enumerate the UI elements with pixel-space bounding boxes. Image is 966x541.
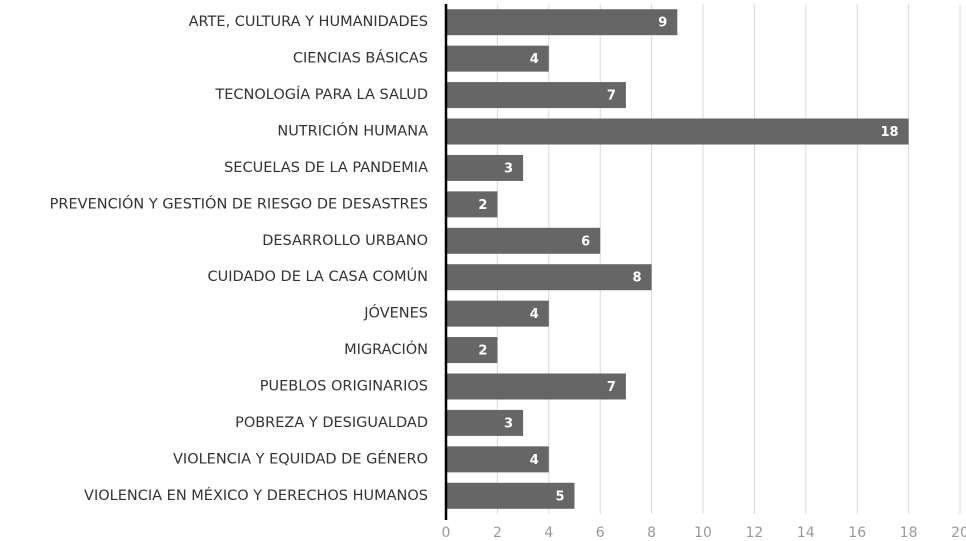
bar: [446, 82, 626, 109]
data-label: 4: [530, 52, 539, 67]
y-tick-label: VIOLENCIA Y EQUIDAD DE GÉNERO: [173, 450, 428, 467]
data-label: 3: [504, 161, 513, 176]
y-tick-label: ARTE, CULTURA Y HUMANIDADES: [189, 14, 428, 30]
y-tick-label: PREVENCIÓN Y GESTIÓN DE RIESGO DE DESAST…: [50, 194, 428, 212]
y-tick-label: CUIDADO DE LA CASA COMÚN: [208, 267, 428, 285]
y-tick-label: TECNOLOGÍA PARA LA SALUD: [214, 86, 428, 103]
data-label: 3: [504, 416, 513, 431]
bar: [446, 446, 549, 473]
data-label: 7: [607, 380, 616, 395]
x-tick-label: 20: [951, 525, 966, 541]
x-tick-label: 4: [544, 525, 553, 541]
y-tick-label: MIGRACIÓN: [344, 340, 428, 358]
y-tick-label: SECUELAS DE LA PANDEMIA: [224, 160, 428, 176]
bar: [446, 482, 575, 509]
data-label: 2: [478, 344, 487, 359]
y-tick-label: PUEBLOS ORIGINARIOS: [260, 379, 428, 395]
bar: [446, 337, 498, 364]
data-label: 7: [607, 89, 616, 104]
data-label: 9: [658, 16, 667, 31]
bar: [446, 154, 524, 181]
x-tick-label: 10: [694, 525, 712, 541]
data-label: 4: [530, 453, 539, 468]
data-label: 6: [581, 234, 590, 249]
x-tick-label: 18: [900, 525, 918, 541]
x-tick-label: 12: [745, 525, 763, 541]
bar: [446, 409, 524, 436]
x-tick-label: 16: [848, 525, 866, 541]
data-label: 8: [633, 271, 642, 286]
y-tick-label: CIENCIAS BÁSICAS: [293, 50, 428, 67]
bar: [446, 9, 678, 36]
bar: [446, 191, 498, 218]
x-tick-label: 8: [647, 525, 656, 541]
y-tick-label: DESARROLLO URBANO: [262, 233, 428, 249]
bar: [446, 300, 549, 327]
x-tick-label: 2: [493, 525, 502, 541]
y-tick-label: JÓVENES: [363, 304, 428, 322]
data-label: 4: [530, 307, 539, 322]
data-label: 18: [881, 125, 899, 140]
bar: [446, 373, 626, 400]
bar: [446, 264, 652, 291]
y-tick-label: NUTRICIÓN HUMANA: [277, 122, 428, 140]
bar: [446, 45, 549, 72]
y-tick-label: POBREZA Y DESIGUALDAD: [235, 415, 428, 431]
x-tick-label: 14: [797, 525, 815, 541]
bar: [446, 118, 909, 145]
y-tick-label: VIOLENCIA EN MÉXICO Y DERECHOS HUMANOS: [84, 487, 428, 504]
bar: [446, 227, 601, 254]
x-tick-label: 6: [596, 525, 605, 541]
data-label: 5: [555, 489, 564, 504]
x-tick-label: 0: [442, 525, 451, 541]
data-label: 2: [478, 198, 487, 213]
